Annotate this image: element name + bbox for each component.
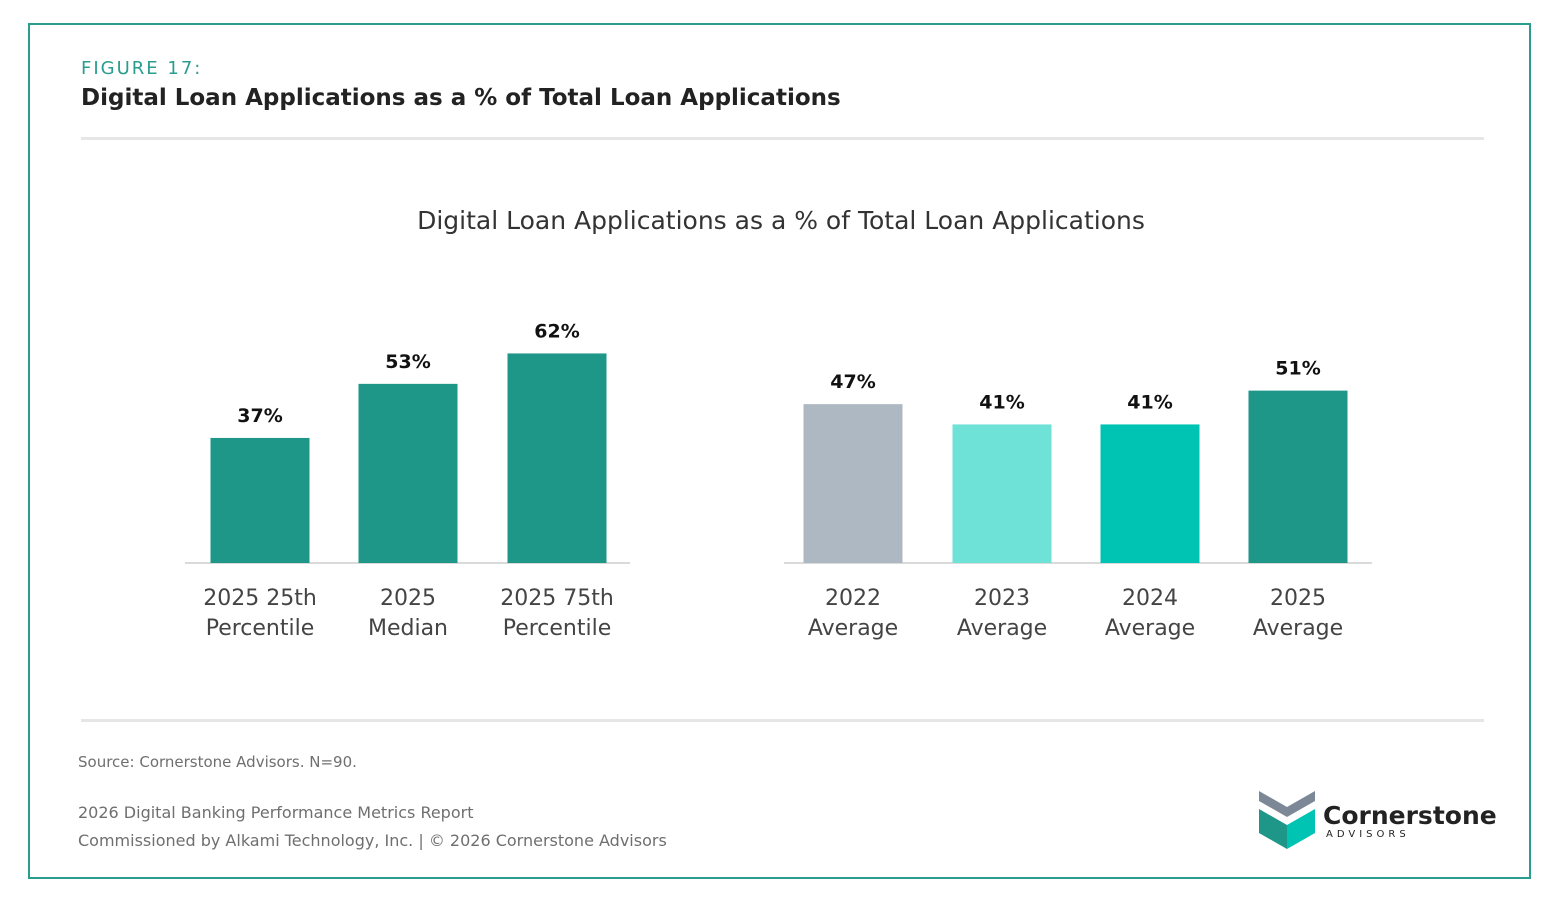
bar-5 bbox=[952, 424, 1052, 563]
bar-6 bbox=[1100, 424, 1200, 563]
data-label-1: 37% bbox=[237, 405, 282, 427]
tick-label-7-line-2: Average bbox=[1253, 616, 1343, 641]
bar-2 bbox=[358, 383, 458, 563]
tick-label-1-line-1: 2025 25th bbox=[203, 586, 317, 611]
figure-title: Digital Loan Applications as a % of Tota… bbox=[81, 85, 841, 111]
data-label-5: 41% bbox=[979, 391, 1024, 413]
tick-label-4-line-1: 2022 bbox=[825, 586, 881, 611]
bar-1 bbox=[210, 437, 310, 563]
logo-wordmark: Cornerstone bbox=[1323, 801, 1497, 830]
data-label-2: 53% bbox=[385, 351, 430, 373]
logo-subtitle: ADVISORS bbox=[1326, 829, 1410, 840]
data-label-6: 41% bbox=[1127, 391, 1172, 413]
bottom-divider bbox=[81, 719, 1484, 722]
bar-chart: Digital Loan Applications as a % of Tota… bbox=[185, 206, 1372, 641]
figure-label: FIGURE 17: bbox=[81, 58, 203, 79]
commission-note: Commissioned by Alkami Technology, Inc. … bbox=[78, 831, 667, 850]
data-label-4: 47% bbox=[830, 371, 875, 393]
chart-title: Digital Loan Applications as a % of Tota… bbox=[417, 206, 1145, 235]
bar-7 bbox=[1248, 390, 1348, 563]
tick-label-6-line-2: Average bbox=[1105, 616, 1195, 641]
tick-label-3-line-1: 2025 75th bbox=[500, 586, 614, 611]
tick-label-6-line-1: 2024 bbox=[1122, 586, 1178, 611]
tick-label-2-line-2: Median bbox=[368, 616, 448, 641]
top-divider bbox=[81, 137, 1484, 140]
tick-label-5-line-1: 2023 bbox=[974, 586, 1030, 611]
data-label-3: 62% bbox=[534, 320, 579, 342]
tick-label-7-line-1: 2025 bbox=[1270, 586, 1326, 611]
tick-label-1-line-2: Percentile bbox=[206, 616, 315, 641]
tick-label-3-line-2: Percentile bbox=[503, 616, 612, 641]
tick-label-5-line-2: Average bbox=[957, 616, 1047, 641]
bar-4 bbox=[803, 404, 903, 563]
data-label-7: 51% bbox=[1275, 358, 1320, 380]
tick-label-2-line-1: 2025 bbox=[380, 586, 436, 611]
figure-frame bbox=[28, 23, 1531, 879]
source-note: Source: Cornerstone Advisors. N=90. bbox=[78, 753, 357, 771]
tick-label-4-line-2: Average bbox=[808, 616, 898, 641]
report-name: 2026 Digital Banking Performance Metrics… bbox=[78, 803, 474, 822]
cornerstone-logo-icon bbox=[1259, 791, 1315, 849]
bar-3 bbox=[507, 353, 607, 563]
